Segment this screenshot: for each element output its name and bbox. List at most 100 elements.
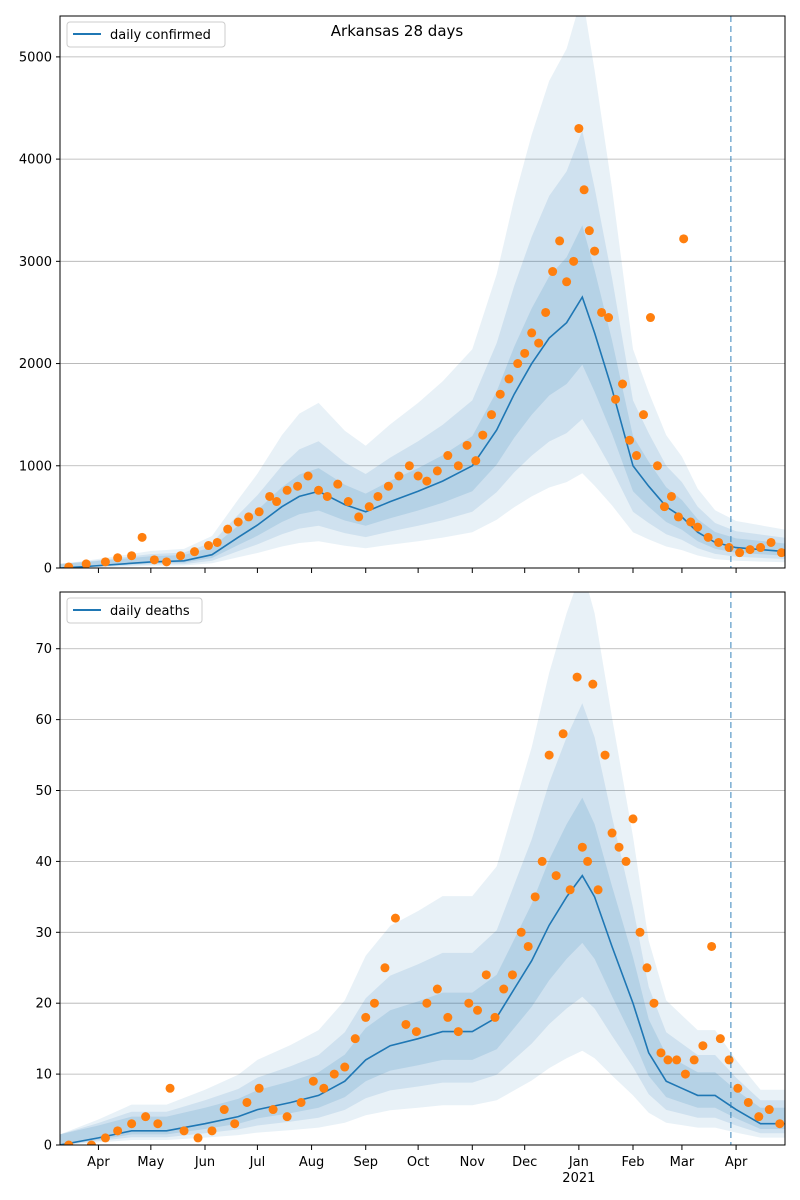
data-point <box>432 984 442 994</box>
data-point <box>527 328 537 338</box>
series-line <box>60 874 785 1145</box>
data-point <box>322 491 332 501</box>
data-point <box>282 485 292 495</box>
data-point <box>523 941 533 951</box>
data-point <box>632 451 642 461</box>
data-point <box>777 548 785 558</box>
data-point <box>544 750 554 760</box>
y-tick-label: 30 <box>35 926 52 941</box>
data-point <box>735 548 745 558</box>
y-tick-label: 60 <box>35 713 52 728</box>
y-tick-label: 50 <box>35 784 52 799</box>
data-point <box>537 856 547 866</box>
x-tick-label: Apr <box>87 1155 110 1170</box>
data-point <box>649 998 659 1008</box>
data-point <box>487 410 497 420</box>
data-point <box>314 485 324 495</box>
data-point <box>555 236 565 246</box>
data-point <box>81 559 91 568</box>
data-point <box>464 998 474 1008</box>
data-point <box>597 307 607 317</box>
data-point <box>611 394 621 404</box>
data-point <box>689 1055 699 1065</box>
data-point <box>162 557 172 567</box>
data-point <box>350 1034 360 1044</box>
y-tick-label: 5000 <box>19 50 52 65</box>
chart-title: Arkansas 28 days <box>331 22 464 40</box>
data-point <box>618 379 628 389</box>
x-year-label: 2021 <box>562 1171 595 1186</box>
data-point <box>743 1097 753 1107</box>
data-point <box>401 1019 411 1029</box>
data-point <box>666 491 676 501</box>
legend-label: daily confirmed <box>110 28 211 43</box>
data-point <box>775 1119 785 1129</box>
data-point <box>268 1105 278 1115</box>
x-tick-label: Mar <box>670 1155 695 1170</box>
data-point <box>534 338 544 348</box>
data-point <box>516 927 526 937</box>
data-point <box>207 1126 217 1136</box>
legend-box <box>66 21 226 48</box>
data-point <box>645 313 655 323</box>
data-point <box>541 307 551 317</box>
data-point <box>607 828 617 838</box>
data-point <box>230 1119 240 1129</box>
data-point <box>100 1133 110 1143</box>
data-point <box>551 871 561 881</box>
data-point <box>686 517 696 527</box>
data-point <box>333 479 343 489</box>
data-point <box>558 729 568 739</box>
data-point <box>663 1055 673 1065</box>
data-point <box>343 497 353 507</box>
legend: daily confirmed <box>66 21 226 48</box>
data-point <box>490 1012 500 1022</box>
y-tick-label: 1000 <box>19 459 52 474</box>
data-point <box>572 672 582 682</box>
data-point <box>621 856 631 866</box>
legend-label: daily deaths <box>110 604 190 619</box>
data-point <box>707 941 717 951</box>
data-point <box>244 512 254 522</box>
data-point <box>354 512 364 522</box>
data-point <box>652 461 662 471</box>
y-tick-label: 20 <box>35 997 52 1012</box>
confirmed-panel: 0 1000 2000 3000 4000 5000 daily confirmed <box>19 15 786 577</box>
data-point <box>223 524 233 534</box>
data-point <box>254 1083 264 1093</box>
data-point <box>614 842 624 852</box>
data-point <box>233 517 243 527</box>
data-point <box>272 497 282 507</box>
data-point <box>588 679 598 689</box>
y-tick-label: 10 <box>35 1068 52 1083</box>
x-tick-label: Feb <box>621 1155 644 1170</box>
data-point <box>715 1034 725 1044</box>
uncertainty-band <box>60 592 785 1145</box>
data-point <box>369 998 379 1008</box>
data-point <box>432 466 442 476</box>
data-point <box>380 963 390 973</box>
y-tick-label: 0 <box>44 1139 52 1154</box>
data-point <box>219 1105 229 1115</box>
x-tick-label: Nov <box>460 1155 486 1170</box>
data-point <box>242 1097 252 1107</box>
data-point <box>319 1083 329 1093</box>
data-point <box>703 532 713 542</box>
data-point <box>137 532 147 542</box>
data-point <box>113 553 123 563</box>
x-tick-label: Oct <box>407 1155 429 1170</box>
data-point <box>656 1048 666 1058</box>
data-point <box>693 522 703 532</box>
data-point <box>453 1027 463 1037</box>
data-point <box>422 476 432 486</box>
data-point <box>86 1140 96 1145</box>
uncertainty-band <box>60 130 785 568</box>
data-point <box>548 267 558 277</box>
data-point <box>293 481 303 491</box>
data-point <box>413 471 423 481</box>
y-tick-label: 3000 <box>19 255 52 270</box>
data-point <box>303 471 313 481</box>
data-point <box>679 234 689 244</box>
data-point <box>329 1069 339 1079</box>
data-point <box>754 1112 764 1122</box>
